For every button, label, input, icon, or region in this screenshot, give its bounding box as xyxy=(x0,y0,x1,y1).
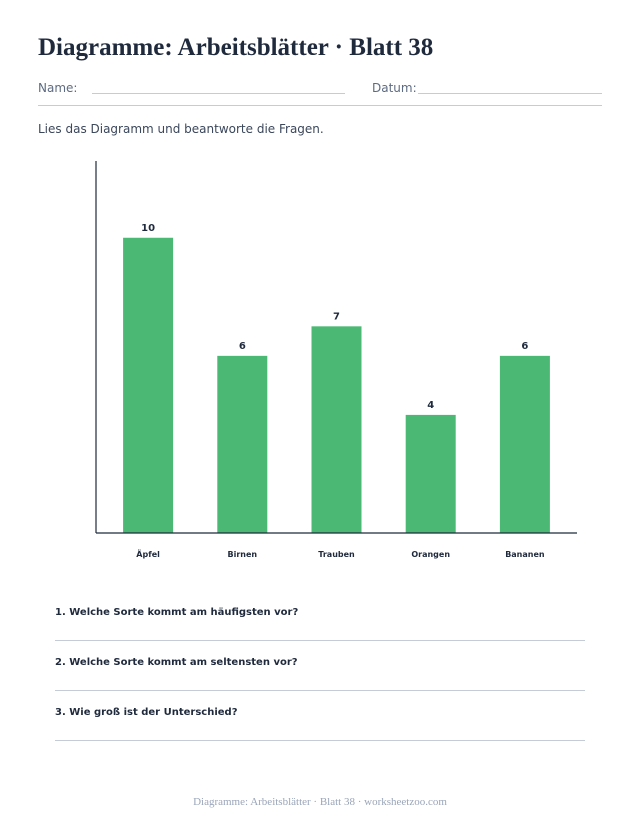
category-label-3: Trauben xyxy=(318,550,355,559)
category-labels-layer: Äpfel Birnen Trauben Orangen Bananen xyxy=(136,549,545,559)
page-title: Diagramme: Arbeitsblätter · Blatt 38 xyxy=(38,34,434,61)
answer-line-1[interactable] xyxy=(55,640,585,641)
date-field[interactable] xyxy=(418,93,602,94)
question-2: 2. Welche Sorte kommt am seltensten vor? xyxy=(55,657,298,668)
value-label-4: 4 xyxy=(427,400,434,411)
category-label-4: Orangen xyxy=(411,550,450,559)
question-1: 1. Welche Sorte kommt am häufigsten vor? xyxy=(55,607,299,618)
bar-3 xyxy=(311,326,362,533)
bar-5 xyxy=(499,355,550,533)
question-3: 3. Wie groß ist der Unterschied? xyxy=(55,707,238,718)
value-label-3: 7 xyxy=(333,311,340,322)
category-label-5: Bananen xyxy=(505,550,545,559)
header-divider xyxy=(38,105,602,106)
bar-4 xyxy=(405,414,456,533)
bars-layer xyxy=(123,237,550,533)
category-label-1: Äpfel xyxy=(136,549,160,559)
bar-chart: 10 6 7 4 6 Äpfel Birnen Trauben Orangen Bananen xyxy=(95,161,577,559)
name-label: Name: xyxy=(38,81,78,95)
page-footer: Diagramme: Arbeitsblätter · Blatt 38 · w… xyxy=(193,796,447,808)
value-label-2: 6 xyxy=(239,341,246,352)
bar-1 xyxy=(123,237,174,533)
value-labels-layer: 10 6 7 4 6 xyxy=(141,223,528,411)
category-label-2: Birnen xyxy=(227,550,257,559)
value-label-5: 6 xyxy=(521,341,528,352)
value-label-1: 10 xyxy=(141,223,155,234)
answer-line-2[interactable] xyxy=(55,690,585,691)
instruction-text: Lies das Diagramm und beantworte die Fra… xyxy=(38,122,324,136)
answer-line-3[interactable] xyxy=(55,740,585,741)
bar-2 xyxy=(217,355,268,533)
name-field[interactable] xyxy=(92,93,345,94)
date-label: Datum: xyxy=(372,81,417,95)
